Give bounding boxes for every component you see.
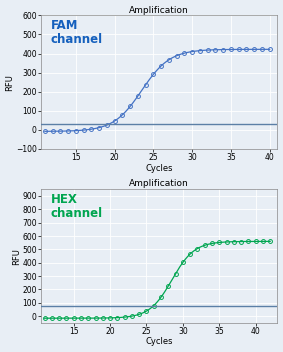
Y-axis label: RFU: RFU — [12, 247, 21, 264]
Text: FAM
channel: FAM channel — [50, 19, 102, 46]
X-axis label: Cycles: Cycles — [145, 338, 173, 346]
Title: Amplification: Amplification — [129, 6, 189, 14]
Title: Amplification: Amplification — [129, 180, 189, 188]
Y-axis label: RFU: RFU — [6, 74, 14, 90]
X-axis label: Cycles: Cycles — [145, 164, 173, 172]
Text: HEX
channel: HEX channel — [50, 193, 102, 220]
